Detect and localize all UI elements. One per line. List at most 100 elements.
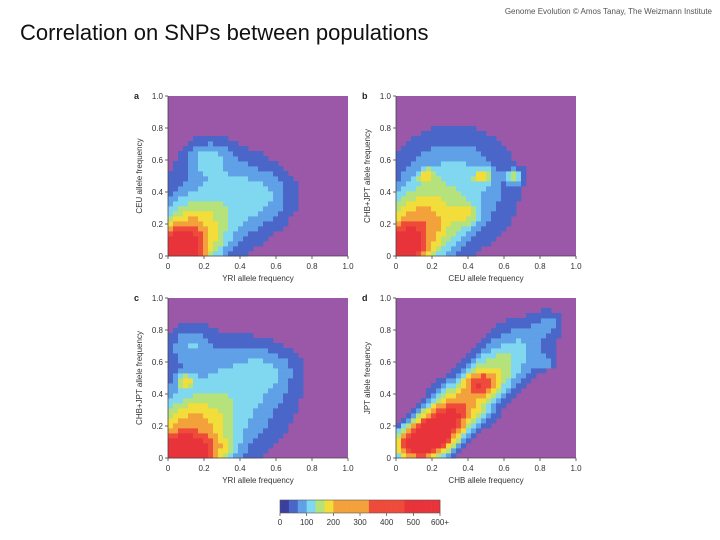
density-cell <box>521 383 527 389</box>
density-cell <box>293 398 299 404</box>
density-cell <box>526 338 532 344</box>
density-cell <box>446 176 452 182</box>
density-cell <box>496 211 502 217</box>
y-tick-label: 0.4 <box>152 188 164 197</box>
density-cell <box>436 136 442 142</box>
density-cell <box>526 363 532 369</box>
density-cell <box>431 141 437 147</box>
density-cell <box>258 161 264 167</box>
density-cell <box>406 221 412 227</box>
density-cell <box>243 241 249 247</box>
density-cell <box>208 338 214 344</box>
density-cell <box>406 176 412 182</box>
density-cell <box>218 378 224 384</box>
density-cell <box>521 328 527 334</box>
density-cell <box>486 206 492 212</box>
density-cell <box>238 191 244 197</box>
density-cell <box>218 151 224 157</box>
density-cell <box>193 236 199 242</box>
density-cell <box>198 236 204 242</box>
density-cell <box>446 423 452 429</box>
density-cell <box>506 398 512 404</box>
density-cell <box>416 196 422 202</box>
density-cell <box>203 201 209 207</box>
density-cell <box>511 171 517 177</box>
density-cell <box>481 226 487 232</box>
density-cell <box>218 136 224 142</box>
density-cell <box>238 231 244 237</box>
density-cell <box>476 403 482 409</box>
density-cell <box>501 373 507 379</box>
density-cell <box>223 196 229 202</box>
density-cell <box>456 221 462 227</box>
density-cell <box>218 201 224 207</box>
density-cell <box>243 338 249 344</box>
density-cell <box>446 206 452 212</box>
density-cell <box>401 236 407 242</box>
density-cell <box>228 221 234 227</box>
density-cell <box>441 438 447 444</box>
density-cell <box>406 448 412 454</box>
density-cell <box>436 226 442 232</box>
density-cell <box>258 423 264 429</box>
density-cell <box>466 196 472 202</box>
density-cell <box>401 428 407 434</box>
density-cell <box>273 423 279 429</box>
density-cell <box>193 206 199 212</box>
density-cell <box>471 216 477 222</box>
density-cell <box>278 428 284 434</box>
density-cell <box>258 206 264 212</box>
density-cell <box>278 393 284 399</box>
density-cell <box>426 131 432 137</box>
density-cell <box>223 453 229 459</box>
density-cell <box>253 343 259 349</box>
density-cell <box>431 176 437 182</box>
density-cell <box>441 161 447 167</box>
y-tick-label: 0.4 <box>380 188 392 197</box>
density-cell <box>401 196 407 202</box>
density-cell <box>436 206 442 212</box>
density-cell <box>466 383 472 389</box>
legend-swatch <box>328 500 334 513</box>
density-cell <box>233 383 239 389</box>
density-cell <box>253 186 259 192</box>
density-cell <box>471 196 477 202</box>
density-cell <box>293 181 299 187</box>
density-cell <box>421 428 427 434</box>
density-cell <box>486 353 492 359</box>
density-cell <box>183 438 189 444</box>
density-cell <box>436 201 442 207</box>
y-tick-label: 0.4 <box>380 390 392 399</box>
density-cell <box>293 191 299 197</box>
density-cell <box>198 226 204 232</box>
density-cell <box>243 413 249 419</box>
density-cell <box>278 191 284 197</box>
density-cell <box>446 151 452 157</box>
density-cell <box>426 221 432 227</box>
density-cell <box>501 353 507 359</box>
density-cell <box>188 161 194 167</box>
density-cell <box>496 383 502 389</box>
density-cell <box>486 388 492 394</box>
density-cell <box>406 196 412 202</box>
density-cell <box>466 358 472 364</box>
density-cell <box>168 453 174 459</box>
density-cell <box>511 211 517 217</box>
density-cell <box>198 418 204 424</box>
density-cell <box>476 201 482 207</box>
density-cell <box>471 231 477 237</box>
x-tick-label: 1.0 <box>342 464 354 473</box>
density-cell <box>436 383 442 389</box>
density-cell <box>476 181 482 187</box>
density-cell <box>198 201 204 207</box>
density-cell <box>238 196 244 202</box>
density-cell <box>208 236 214 242</box>
density-cell <box>496 216 502 222</box>
density-cell <box>243 443 249 449</box>
density-cell <box>183 333 189 339</box>
density-cell <box>506 171 512 177</box>
density-cell <box>446 403 452 409</box>
density-cell <box>521 373 527 379</box>
density-cell <box>293 383 299 389</box>
density-cell <box>263 363 269 369</box>
